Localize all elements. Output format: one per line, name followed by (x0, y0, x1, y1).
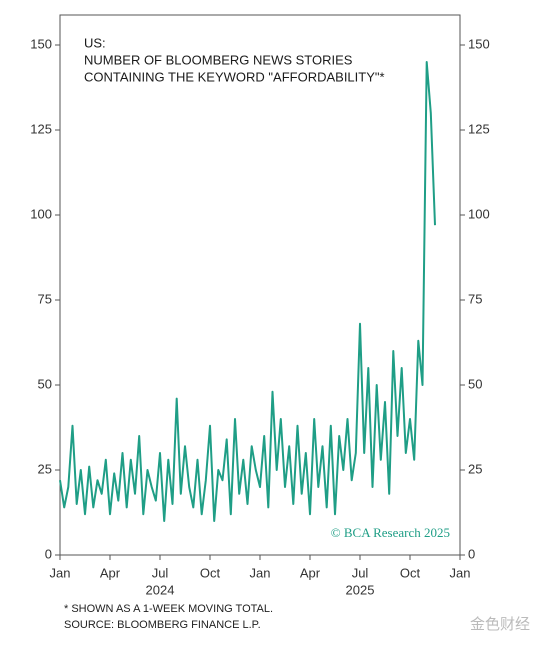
y-tick-label: 25 (38, 461, 52, 476)
x-tick-label: Oct (400, 565, 421, 580)
x-tick-label: Jul (152, 565, 169, 580)
y2-tick-label: 150 (468, 36, 490, 51)
footnote: SOURCE: BLOOMBERG FINANCE L.P. (64, 619, 261, 631)
x-tick-label: Apr (100, 565, 121, 580)
y-tick-label: 75 (38, 291, 52, 306)
y2-tick-label: 0 (468, 546, 475, 561)
y2-tick-label: 125 (468, 121, 490, 136)
watermark: 金色财经 (470, 616, 530, 633)
y-tick-label: 100 (30, 206, 52, 221)
x-tick-label: Jan (250, 565, 271, 580)
x-year-label: 2024 (146, 582, 175, 597)
y-tick-label: 0 (45, 546, 52, 561)
y2-tick-label: 50 (468, 376, 482, 391)
x-tick-label: Jul (352, 565, 369, 580)
chart-title: US: (84, 35, 106, 50)
chart-title: NUMBER OF BLOOMBERG NEWS STORIES (84, 52, 353, 67)
chart-title: CONTAINING THE KEYWORD "AFFORDABILITY"* (84, 69, 385, 84)
annotation: © BCA Research 2025 (331, 525, 450, 540)
x-tick-label: Jan (50, 565, 71, 580)
line-series (59, 61, 436, 522)
y-tick-label: 125 (30, 121, 52, 136)
x-tick-label: Jan (450, 565, 471, 580)
x-tick-label: Apr (300, 565, 321, 580)
y2-tick-label: 25 (468, 461, 482, 476)
footnote: * SHOWN AS A 1-WEEK MOVING TOTAL. (64, 603, 273, 615)
x-tick-label: Oct (200, 565, 221, 580)
y2-tick-label: 75 (468, 291, 482, 306)
y-tick-label: 50 (38, 376, 52, 391)
x-year-label: 2025 (346, 582, 375, 597)
y-tick-label: 150 (30, 36, 52, 51)
y2-tick-label: 100 (468, 206, 490, 221)
